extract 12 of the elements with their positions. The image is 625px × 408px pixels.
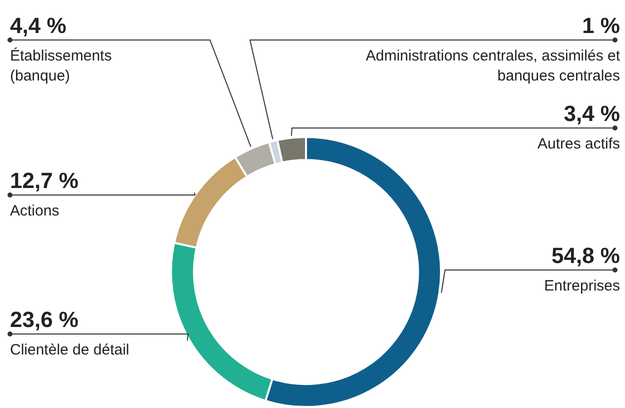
- slice-label: Administrations centrales, assimilés et banques centrales: [366, 48, 621, 85]
- data-label: 54,8 %: [552, 243, 620, 268]
- slice-label: Clientèle de détail: [10, 342, 130, 359]
- data-label: 4,4 %: [10, 13, 66, 38]
- slice-label: Établissements (banque): [10, 46, 112, 85]
- slice-label: Entreprises: [544, 278, 620, 295]
- data-label: 12,7 %: [10, 168, 78, 193]
- data-label: 23,6 %: [10, 307, 78, 332]
- data-label: 3,4 %: [564, 101, 620, 126]
- slice-label: Actions: [10, 202, 60, 220]
- data-label: 1 %: [582, 13, 620, 38]
- slice-label: Autres actifs: [537, 136, 620, 153]
